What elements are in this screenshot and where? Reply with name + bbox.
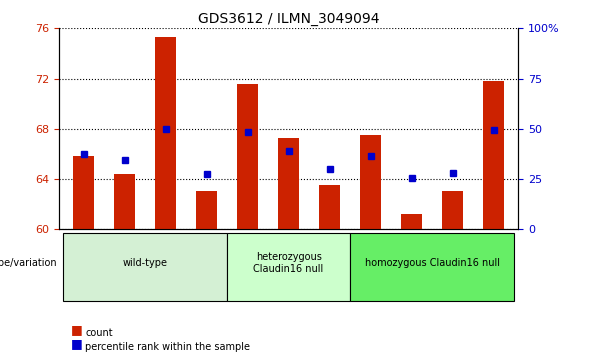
FancyBboxPatch shape [63,233,227,301]
Text: percentile rank within the sample: percentile rank within the sample [85,342,250,352]
Title: GDS3612 / ILMN_3049094: GDS3612 / ILMN_3049094 [198,12,379,26]
Text: count: count [85,328,113,338]
Bar [319,185,340,229]
Text: ■: ■ [71,323,82,336]
Bar [402,214,422,229]
Bar [484,81,504,229]
Text: wild-type: wild-type [123,258,167,268]
Bar [155,37,176,229]
Text: heterozygous
Claudin16 null: heterozygous Claudin16 null [253,252,324,274]
Bar [73,156,94,229]
FancyBboxPatch shape [227,233,350,301]
Bar [442,192,463,229]
Bar [196,192,217,229]
FancyBboxPatch shape [350,233,514,301]
Bar [237,84,258,229]
Bar [114,174,135,229]
Text: genotype/variation: genotype/variation [0,258,57,268]
Text: ■: ■ [71,337,82,350]
Bar [279,137,299,229]
Bar [360,135,381,229]
Text: homozygous Claudin16 null: homozygous Claudin16 null [365,258,499,268]
